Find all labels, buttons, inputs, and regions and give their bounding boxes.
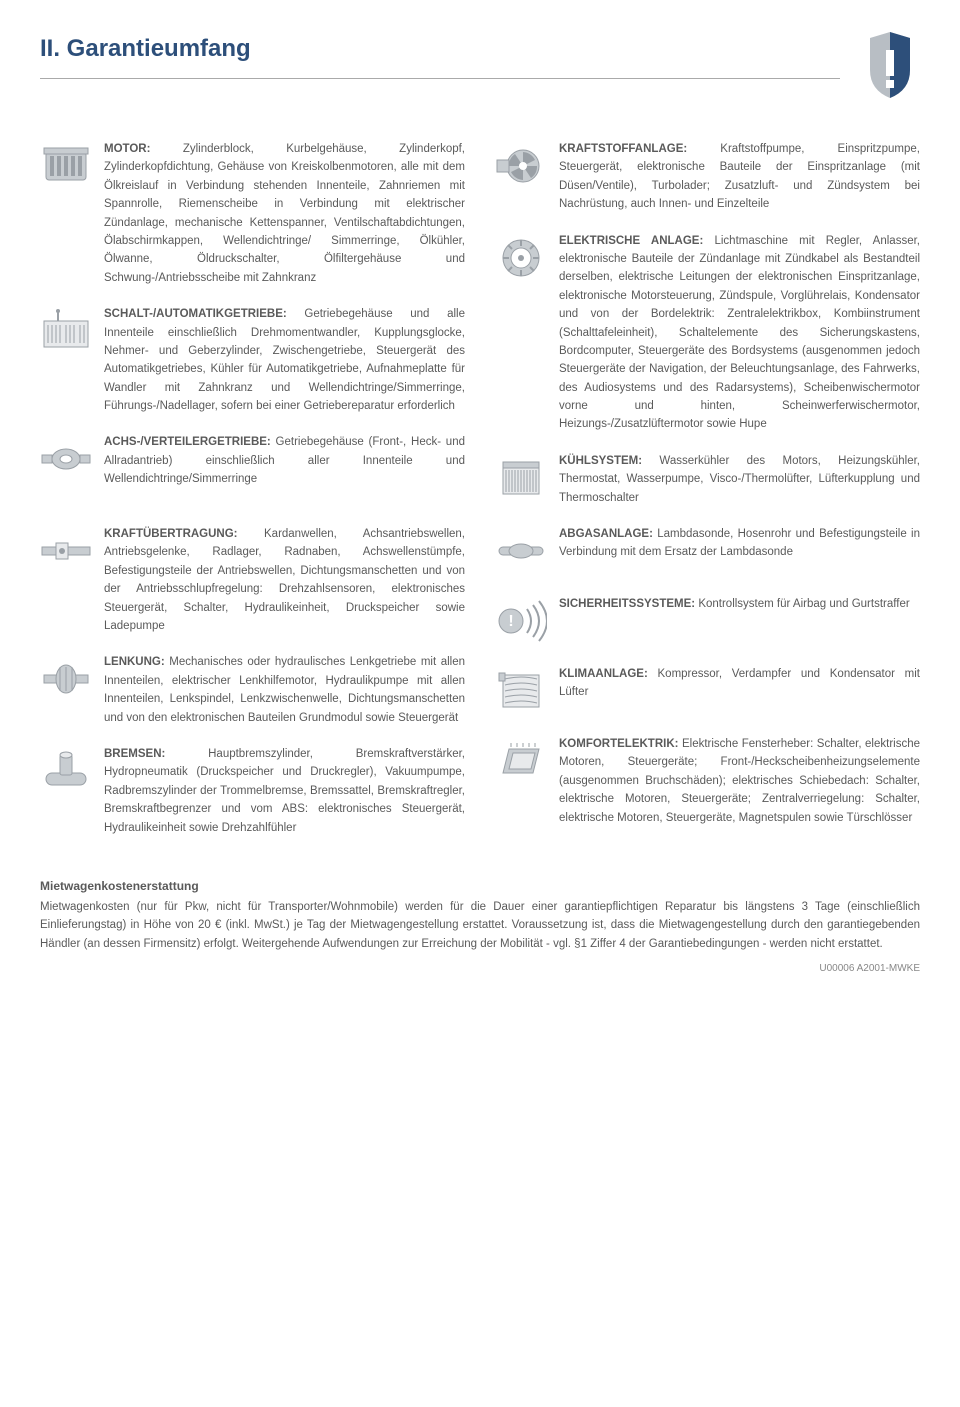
section-label: ACHS-/VERTEILERGETRIEBE: (104, 436, 271, 448)
document-code: U00006 A2001-MWKE (40, 961, 920, 977)
section-lenkung: LENKUNG: Mechanisches oder hydraulisches… (40, 653, 465, 727)
chip-icon (495, 735, 547, 787)
section-body: Hauptbremszylinder, Bremskraftverstärker… (104, 748, 465, 834)
section-body: Getriebegehäuse und alle Innenteile eins… (104, 308, 465, 412)
page-header: II. Garantieumfang (40, 30, 920, 100)
ac-condenser-icon (495, 665, 547, 717)
section-label: LENKUNG: (104, 656, 165, 668)
section-label: ABGASANLAGE: (559, 528, 653, 540)
section-body: Kontrollsystem für Airbag und Gurtstraff… (698, 598, 909, 610)
footer-text: Mietwagenkosten (nur für Pkw, nicht für … (40, 898, 920, 953)
section-text: ELEKTRISCHE ANLAGE: Lichtmaschine mit Re… (559, 232, 920, 434)
section-text: BREMSEN: Hauptbremszylinder, Bremskraftv… (104, 745, 465, 837)
brand-logo (860, 30, 920, 100)
turbo-icon (495, 140, 547, 192)
section-label: SICHERHEITSSYSTEME: (559, 598, 695, 610)
section-label: MOTOR: (104, 143, 150, 155)
section-elektrik: ELEKTRISCHE ANLAGE: Lichtmaschine mit Re… (495, 232, 920, 434)
section-text: MOTOR: Zylinderblock, Kurbelgehäuse, Zyl… (104, 140, 465, 287)
section-label: KOMFORTELEKTRIK: (559, 738, 678, 750)
transfer-case-icon (40, 433, 92, 485)
section-label: KÜHLSYSTEM: (559, 455, 642, 467)
section-text: LENKUNG: Mechanisches oder hydraulisches… (104, 653, 465, 727)
page-title: II. Garantieumfang (40, 30, 840, 68)
section-achs: ACHS-/VERTEILERGETRIEBE: Getriebegehäuse… (40, 433, 465, 488)
section-body: Kardanwellen, Achsantriebswellen, Antrie… (104, 528, 465, 632)
content-columns-top: MOTOR: Zylinderblock, Kurbelgehäuse, Zyl… (40, 140, 920, 507)
section-bremsen: BREMSEN: Hauptbremszylinder, Bremskraftv… (40, 745, 465, 837)
engine-block-icon (40, 140, 92, 192)
section-label: KLIMAANLAGE: (559, 668, 648, 680)
brake-cylinder-icon (40, 745, 92, 797)
left-column: MOTOR: Zylinderblock, Kurbelgehäuse, Zyl… (40, 140, 465, 507)
section-kraftstoff: KRAFTSTOFFANLAGE: Kraftstoffpumpe, Einsp… (495, 140, 920, 214)
steering-icon (40, 653, 92, 705)
driveshaft-icon (40, 525, 92, 577)
section-kraftuebertragung: KRAFTÜBERTRAGUNG: Kardanwellen, Achsantr… (40, 525, 465, 635)
footer-section: Mietwagenkostenerstattung Mietwagenkoste… (40, 877, 920, 977)
section-schalt: SCHALT-/AUTOMATIKGETRIEBE: Getriebegehäu… (40, 305, 465, 415)
section-text: ACHS-/VERTEILERGETRIEBE: Getriebegehäuse… (104, 433, 465, 488)
section-label: ELEKTRISCHE ANLAGE: (559, 235, 703, 247)
section-text: SICHERHEITSSYSTEME: Kontrollsystem für A… (559, 595, 920, 613)
section-text: ABGASANLAGE: Lambdasonde, Hosenrohr und … (559, 525, 920, 562)
section-klima: KLIMAANLAGE: Kompressor, Verdampfer und … (495, 665, 920, 717)
gearbox-icon (40, 305, 92, 357)
section-body: Zylinderblock, Kurbelgehäuse, Zylinderko… (104, 143, 465, 284)
footer-title: Mietwagenkostenerstattung (40, 877, 920, 896)
section-abgas: ABGASANLAGE: Lambdasonde, Hosenrohr und … (495, 525, 920, 577)
section-label: KRAFTÜBERTRAGUNG: (104, 528, 238, 540)
section-label: SCHALT-/AUTOMATIKGETRIEBE: (104, 308, 287, 320)
section-body: Elektrische Fensterheber: Schalter, elek… (559, 738, 920, 824)
section-text: KÜHLSYSTEM: Wasserkühler des Motors, Hei… (559, 452, 920, 507)
header-rule (40, 78, 840, 79)
alternator-icon (495, 232, 547, 284)
section-text: KRAFTÜBERTRAGUNG: Kardanwellen, Achsantr… (104, 525, 465, 635)
section-text: KRAFTSTOFFANLAGE: Kraftstoffpumpe, Einsp… (559, 140, 920, 214)
section-label: KRAFTSTOFFANLAGE: (559, 143, 687, 155)
section-text: SCHALT-/AUTOMATIKGETRIEBE: Getriebegehäu… (104, 305, 465, 415)
section-label: BREMSEN: (104, 748, 165, 760)
section-body: Lichtmaschine mit Regler, Anlasser, elek… (559, 235, 920, 431)
section-text: KLIMAANLAGE: Kompressor, Verdampfer und … (559, 665, 920, 702)
radiator-icon (495, 452, 547, 504)
section-sicherheit: ! SICHERHEITSSYSTEME: Kontrollsystem für… (495, 595, 920, 647)
right-column-lower: ABGASANLAGE: Lambdasonde, Hosenrohr und … (495, 525, 920, 837)
content-columns-bottom: KRAFTÜBERTRAGUNG: Kardanwellen, Achsantr… (40, 525, 920, 837)
section-komfort: KOMFORTELEKTRIK: Elektrische Fensterhebe… (495, 735, 920, 827)
section-motor: MOTOR: Zylinderblock, Kurbelgehäuse, Zyl… (40, 140, 465, 287)
section-text: KOMFORTELEKTRIK: Elektrische Fensterhebe… (559, 735, 920, 827)
svg-text:!: ! (508, 613, 513, 630)
left-column-lower: KRAFTÜBERTRAGUNG: Kardanwellen, Achsantr… (40, 525, 465, 837)
airbag-icon: ! (495, 595, 547, 647)
right-column: KRAFTSTOFFANLAGE: Kraftstoffpumpe, Einsp… (495, 140, 920, 507)
section-kuehl: KÜHLSYSTEM: Wasserkühler des Motors, Hei… (495, 452, 920, 507)
exhaust-icon (495, 525, 547, 577)
